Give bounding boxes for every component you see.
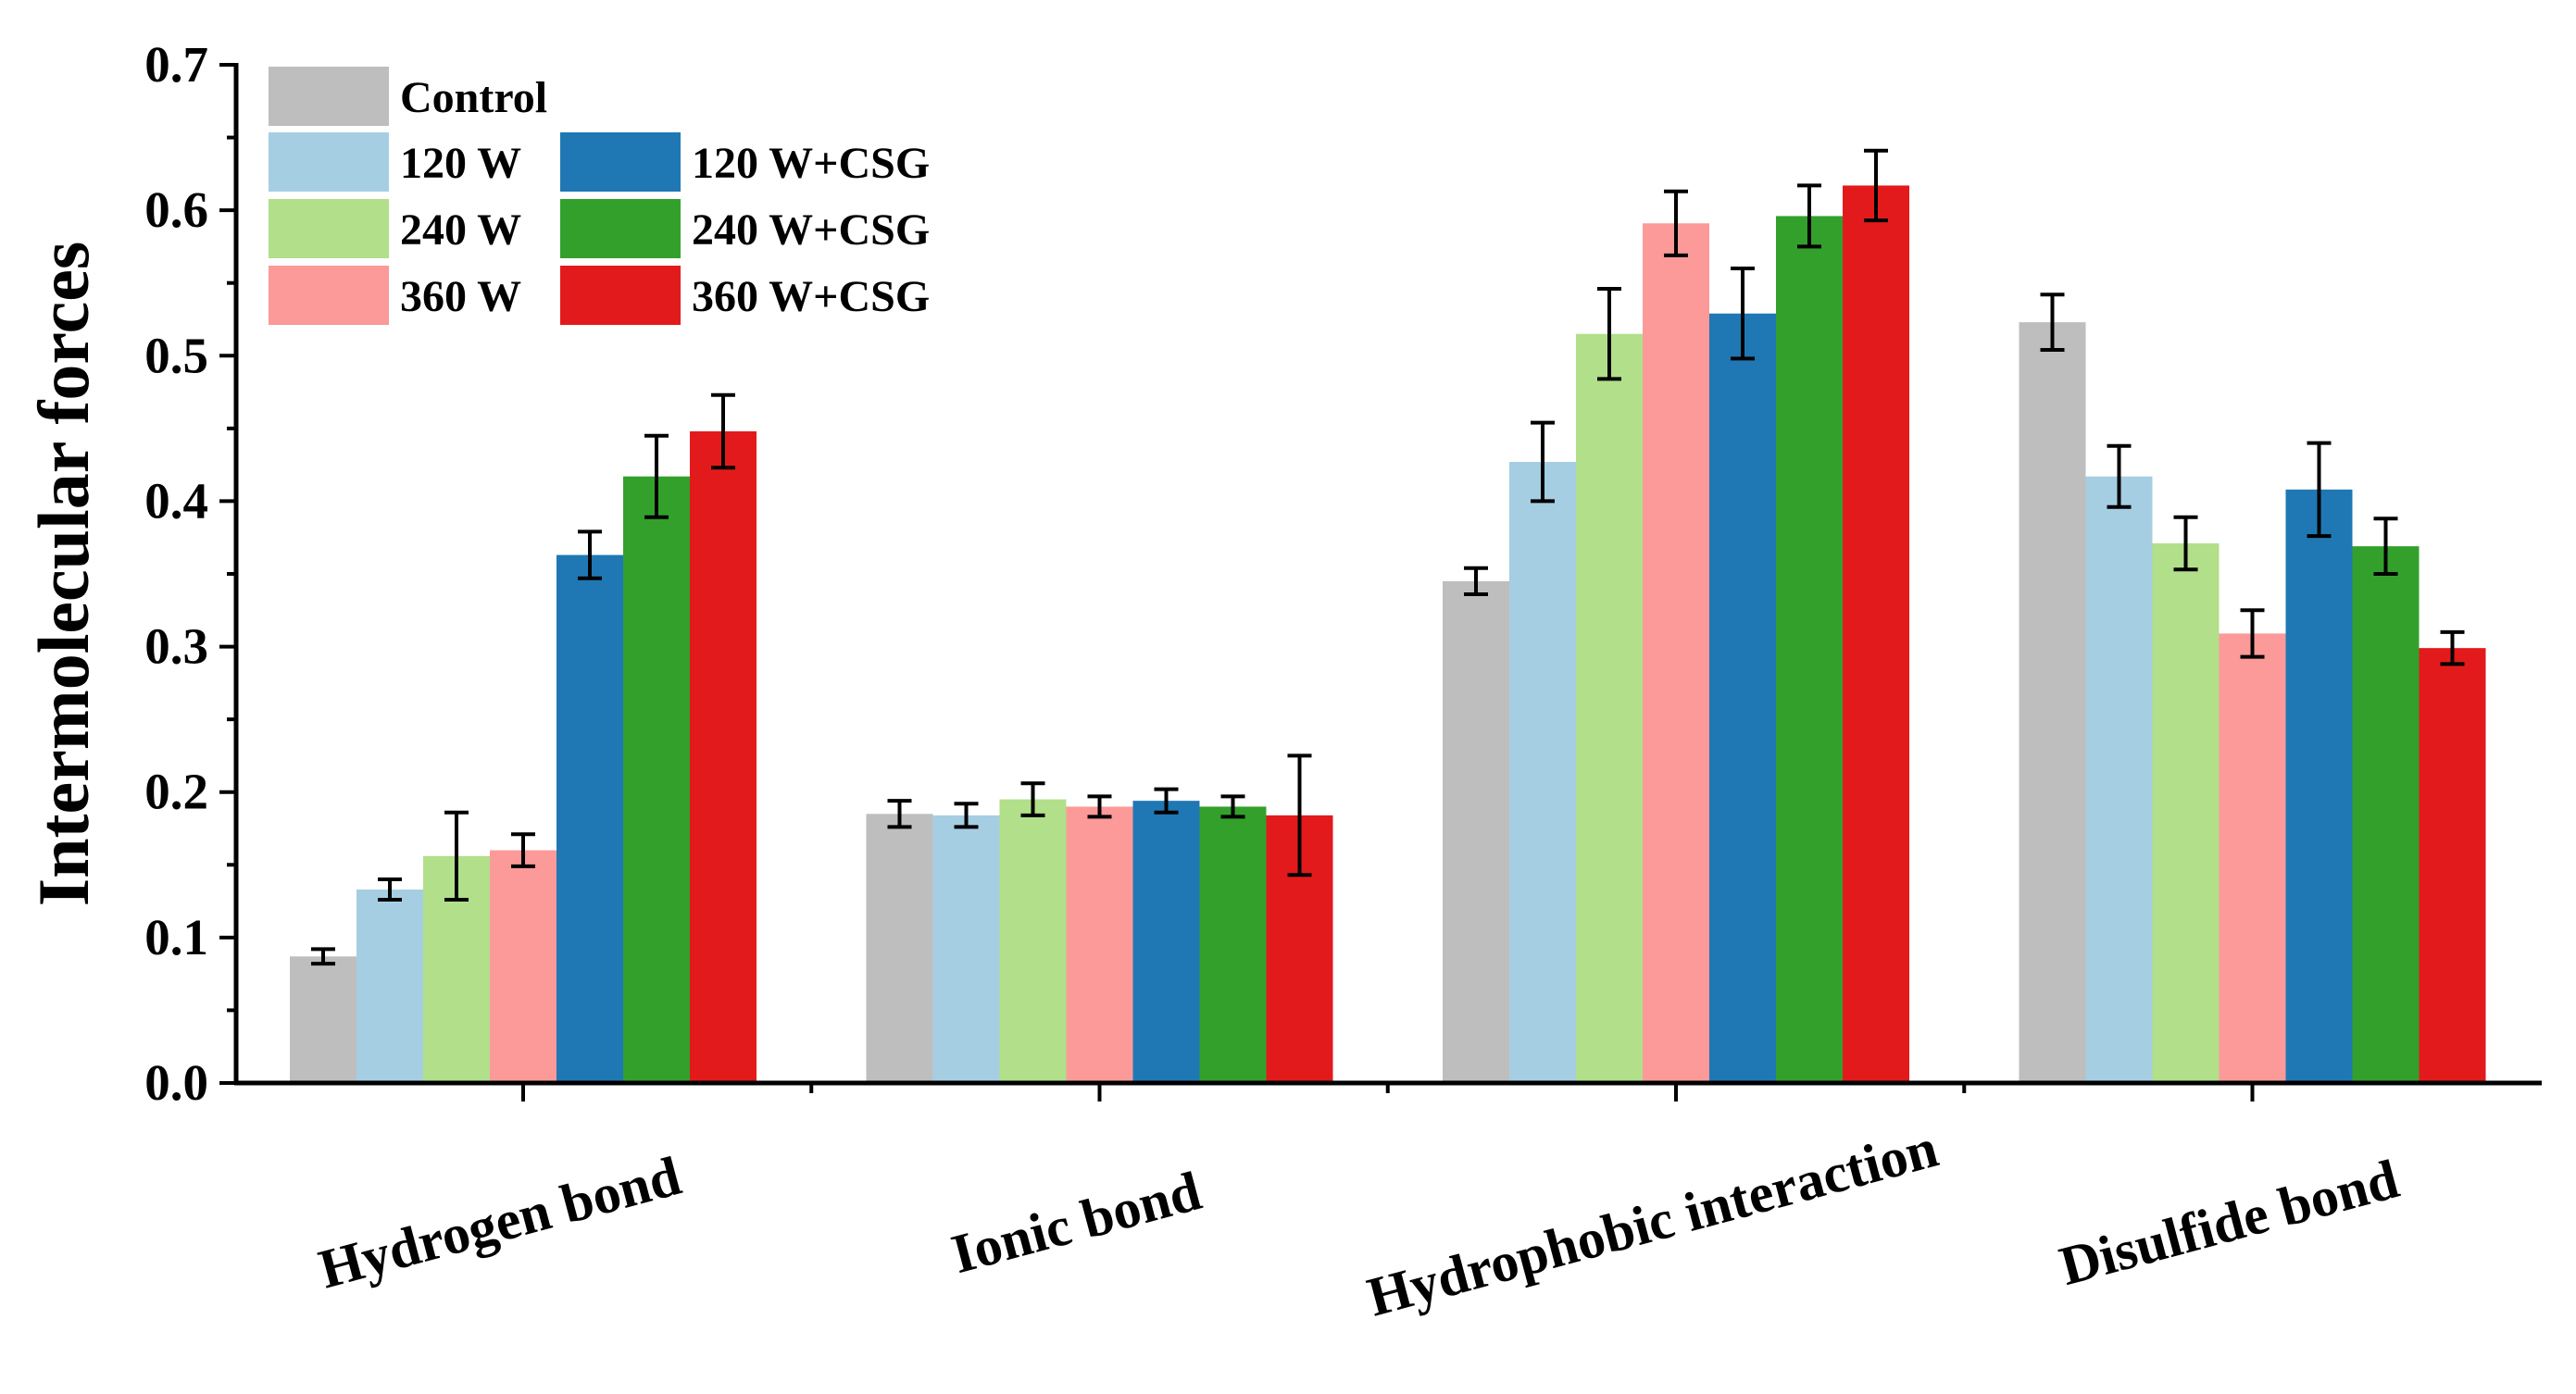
bar-disulfide-bond-120-w-csg bbox=[2285, 489, 2353, 1083]
y-axis-title: Intermolecular forces bbox=[23, 242, 104, 906]
legend-label-360-w: 360 W bbox=[400, 272, 521, 321]
error-bar-disulfide-bond-360-w-csg bbox=[2440, 629, 2465, 666]
x-tick-label-disulfide-bond: Disulfide bond bbox=[2054, 1148, 2405, 1297]
y-tick-label-0-5: 0.5 bbox=[144, 327, 208, 383]
error-bar-hydrophobic-interaction-control bbox=[1464, 566, 1488, 596]
y-tick-label-0-4: 0.4 bbox=[144, 472, 208, 529]
y-tick-label-0-0: 0.0 bbox=[144, 1054, 208, 1111]
bar-hydrophobic-interaction-240-w-csg bbox=[1776, 216, 1843, 1083]
y-tick-label-0-2: 0.2 bbox=[144, 764, 208, 820]
error-bar-hydrophobic-interaction-120-w-csg bbox=[1731, 267, 1755, 361]
error-bar-hydrogen-bond-360-w bbox=[511, 832, 535, 868]
bar-disulfide-bond-240-w bbox=[2152, 543, 2220, 1083]
x-tick-label-hydrogen-bond: Hydrogen bond bbox=[313, 1145, 687, 1300]
bar-hydrophobic-interaction-360-w-csg bbox=[1843, 185, 1909, 1083]
legend-item-360-w-csg: 360 W+CSG bbox=[560, 266, 930, 325]
bar-hydrogen-bond-240-w-csg bbox=[623, 476, 690, 1083]
legend-swatch-120-w bbox=[269, 132, 389, 192]
error-bar-disulfide-bond-control bbox=[2040, 292, 2065, 352]
bar-hydrogen-bond-360-w bbox=[490, 850, 556, 1083]
error-bar-ionic-bond-360-w-csg bbox=[1287, 753, 1312, 877]
axes-layer bbox=[219, 63, 2542, 1102]
error-bar-disulfide-bond-120-w-csg bbox=[2307, 441, 2332, 539]
bar-disulfide-bond-240-w-csg bbox=[2352, 546, 2420, 1083]
bar-hydrophobic-interaction-240-w bbox=[1576, 333, 1643, 1083]
error-bar-hydrophobic-interaction-360-w bbox=[1664, 189, 1688, 257]
legend-swatch-360-w bbox=[269, 266, 389, 325]
legend-item-120-w: 120 W bbox=[269, 132, 521, 192]
legend-swatch-control bbox=[269, 67, 389, 126]
y-tick-label-0-3: 0.3 bbox=[144, 618, 208, 675]
legend-item-control: Control bbox=[269, 67, 547, 126]
legend-item-240-w: 240 W bbox=[269, 199, 521, 258]
legend-label-240-w: 240 W bbox=[400, 205, 521, 255]
error-bar-hydrophobic-interaction-240-w bbox=[1597, 287, 1621, 381]
y-tick-label-0-6: 0.6 bbox=[144, 181, 208, 238]
bar-disulfide-bond-120-w bbox=[2085, 476, 2153, 1083]
legend-item-120-w-csg: 120 W+CSG bbox=[560, 132, 930, 192]
bar-hydrophobic-interaction-120-w-csg bbox=[1709, 313, 1776, 1083]
bar-hydrogen-bond-360-w-csg bbox=[690, 431, 757, 1083]
bar-ionic-bond-240-w bbox=[999, 799, 1067, 1083]
error-bar-ionic-bond-240-w bbox=[1020, 781, 1045, 817]
error-bar-hydrogen-bond-240-w-csg bbox=[644, 433, 669, 519]
bars-layer bbox=[290, 185, 2486, 1084]
legend-label-360-w-csg: 360 W+CSG bbox=[692, 272, 930, 321]
bar-ionic-bond-240-w-csg bbox=[1199, 806, 1267, 1083]
error-bar-disulfide-bond-240-w bbox=[2173, 515, 2198, 572]
error-bar-ionic-bond-120-w bbox=[954, 802, 979, 829]
error-bar-hydrogen-bond-360-w-csg bbox=[711, 392, 735, 470]
error-bar-disulfide-bond-240-w-csg bbox=[2373, 517, 2398, 576]
y-tick-label-0-1: 0.1 bbox=[144, 909, 208, 965]
bar-hydrogen-bond-120-w bbox=[356, 890, 423, 1083]
bar-ionic-bond-120-w-csg bbox=[1132, 801, 1200, 1083]
bar-hydrogen-bond-control bbox=[290, 956, 356, 1083]
legend: Control 120 W 240 W 360 W 120 W+CSG 240 W+CSG… bbox=[269, 67, 930, 325]
legend-swatch-240-w bbox=[269, 199, 389, 258]
legend-swatch-120-w-csg bbox=[560, 132, 681, 192]
error-bar-disulfide-bond-120-w bbox=[2107, 443, 2132, 509]
legend-label-control: Control bbox=[400, 73, 547, 122]
bar-hydrogen-bond-120-w-csg bbox=[556, 554, 623, 1083]
error-bar-ionic-bond-control bbox=[887, 799, 912, 829]
legend-label-120-w: 120 W bbox=[400, 139, 521, 188]
error-bar-ionic-bond-120-w-csg bbox=[1154, 787, 1179, 815]
y-tick-label-0-7: 0.7 bbox=[144, 36, 208, 93]
error-bar-disulfide-bond-360-w bbox=[2240, 608, 2265, 659]
error-bar-hydrophobic-interaction-120-w bbox=[1531, 420, 1555, 504]
legend-item-360-w: 360 W bbox=[269, 266, 521, 325]
bar-hydrophobic-interaction-120-w bbox=[1509, 462, 1576, 1083]
x-tick-label-ionic-bond: Ionic bond bbox=[945, 1160, 1207, 1285]
bar-disulfide-bond-control bbox=[2019, 322, 2086, 1084]
legend-swatch-240-w-csg bbox=[560, 199, 681, 258]
error-bar-hydrophobic-interaction-240-w-csg bbox=[1797, 183, 1821, 249]
bar-disulfide-bond-360-w-csg bbox=[2419, 648, 2486, 1083]
legend-label-120-w-csg: 120 W+CSG bbox=[692, 139, 930, 188]
x-tick-label-hydrophobic-interaction: Hydrophobic interaction bbox=[1361, 1117, 1944, 1328]
bar-ionic-bond-control bbox=[866, 814, 933, 1083]
error-bar-ionic-bond-240-w-csg bbox=[1220, 794, 1245, 819]
error-bar-hydrogen-bond-240-w bbox=[444, 810, 469, 902]
bar-disulfide-bond-360-w bbox=[2219, 633, 2286, 1083]
legend-swatch-360-w-csg bbox=[560, 266, 681, 325]
error-bar-hydrogen-bond-control bbox=[311, 947, 335, 966]
error-bar-hydrogen-bond-120-w bbox=[378, 877, 402, 902]
legend-label-240-w-csg: 240 W+CSG bbox=[692, 205, 930, 255]
error-bars-layer bbox=[311, 148, 2465, 966]
error-bar-ionic-bond-360-w bbox=[1087, 794, 1112, 819]
bar-ionic-bond-120-w bbox=[932, 815, 1000, 1083]
legend-item-240-w-csg: 240 W+CSG bbox=[560, 199, 930, 258]
error-bar-hydrogen-bond-120-w-csg bbox=[578, 529, 602, 580]
bar-ionic-bond-360-w bbox=[1066, 806, 1133, 1083]
bar-hydrophobic-interaction-360-w bbox=[1643, 223, 1709, 1084]
bar-hydrophobic-interaction-control bbox=[1443, 580, 1509, 1083]
error-bar-hydrophobic-interaction-360-w-csg bbox=[1864, 148, 1888, 223]
